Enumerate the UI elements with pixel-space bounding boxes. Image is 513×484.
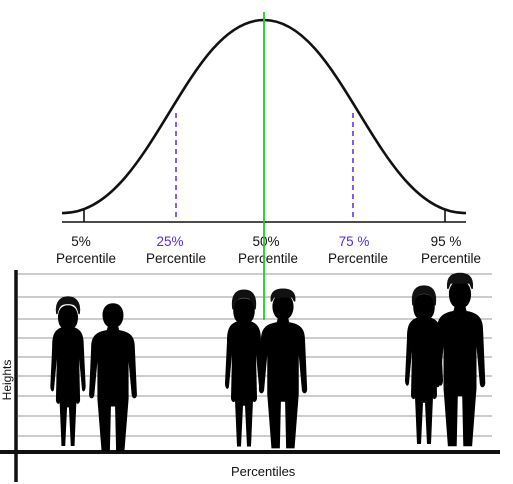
percentile-label-75: 75 %: [339, 234, 370, 249]
percentile-word-95: Percentile: [421, 251, 481, 266]
man-figure-5: [89, 303, 137, 452]
man-figure-50: [258, 288, 308, 449]
woman-figure-50: [225, 289, 263, 447]
percentile-label-95: 95 %: [431, 234, 462, 249]
percentile-word-5: Percentile: [56, 251, 116, 266]
percentile-word-50: Percentile: [238, 251, 298, 266]
percentile-word-25: Percentile: [146, 251, 206, 266]
woman-figure-5: [50, 296, 86, 446]
figure-group-95-percentile: [405, 272, 486, 447]
x-axis-label: Percentiles: [231, 464, 296, 479]
height-axes: Percentiles Heights: [0, 270, 500, 482]
percentile-labels: 5% Percentile 25% Percentile 50% Percent…: [56, 234, 481, 266]
percentile-word-75: Percentile: [328, 251, 388, 266]
percentile-label-5: 5%: [71, 234, 91, 249]
figure-group-5-percentile: [50, 296, 137, 452]
percentile-label-50: 50%: [252, 234, 279, 249]
percentile-label-25: 25%: [156, 234, 183, 249]
woman-figure-95: [405, 285, 443, 444]
y-axis-label: Heights: [0, 360, 14, 401]
figure-group-50-percentile: [225, 288, 308, 449]
man-figure-95: [434, 272, 486, 447]
